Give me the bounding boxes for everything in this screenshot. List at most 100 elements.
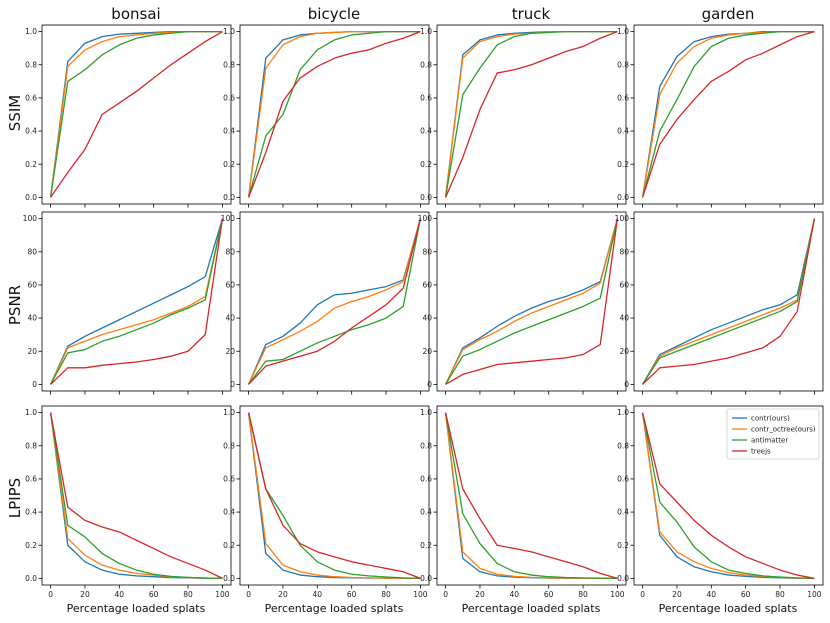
- panel-frame: [41, 24, 232, 205]
- panel-psnr-truck: 0 20 40 60 80 100: [418, 211, 627, 395]
- y-tick-label: 0.0: [617, 574, 629, 583]
- y-tick-label: 1.0: [617, 27, 629, 36]
- x-tick-label: 40: [313, 590, 323, 599]
- series-line-contr-octree-ours: [642, 218, 816, 385]
- y-tick-label: 100: [615, 214, 630, 223]
- series-line-contr-ours: [445, 218, 619, 385]
- y-tick-label: 20: [225, 347, 235, 356]
- series-line-contr-octree-ours: [445, 218, 619, 385]
- series-line-contr-octree-ours: [444, 412, 618, 580]
- y-tick-label: 0.6: [420, 475, 432, 484]
- series-line-treejs: [50, 218, 224, 385]
- y-tick-label: 0.8: [25, 60, 37, 69]
- series-line-treejs: [444, 412, 618, 579]
- series-line-contr-octree-ours: [247, 412, 421, 580]
- y-tick-label: 60: [225, 281, 235, 290]
- y-tick-label: 80: [619, 247, 629, 256]
- row-label-psnr: PSNR: [6, 285, 24, 325]
- series-line-contr-ours: [444, 412, 618, 580]
- panel-ssim-bonsai: 0.0 0.2 0.4 0.6 0.8 1.0: [25, 24, 232, 208]
- x-tick-label: 40: [115, 590, 125, 599]
- x-tick-label: 60: [544, 590, 554, 599]
- panel-frame: [633, 24, 824, 205]
- y-tick-label: 20: [27, 347, 37, 356]
- x-tick-label: 0: [246, 590, 251, 599]
- y-tick-label: 40: [225, 314, 235, 323]
- x-axis-label-garden: Percentage loaded splats: [659, 602, 798, 615]
- series-line-antimatter: [247, 30, 421, 198]
- column-title-bonsai: bonsai: [111, 5, 160, 23]
- column-title-bicycle: bicycle: [308, 5, 360, 23]
- panel-ssim-bicycle: 0.0 0.2 0.4 0.6 0.8 1.0: [223, 24, 430, 208]
- y-tick-label: 0.8: [223, 60, 235, 69]
- y-tick-label: 0.6: [223, 94, 235, 103]
- y-tick-label: 0.4: [420, 508, 432, 517]
- y-tick-label: 0.4: [25, 508, 37, 517]
- x-tick-label: 20: [475, 590, 485, 599]
- panel-frame: [41, 405, 232, 586]
- y-tick-label: 40: [619, 314, 629, 323]
- y-tick-label: 0: [427, 380, 432, 389]
- x-tick-label: 0: [640, 590, 645, 599]
- legend-label-contr-ours: contr(ours): [751, 415, 790, 423]
- y-tick-label: 0.0: [223, 193, 235, 202]
- panel-ssim-truck: 0.0 0.2 0.4 0.6 0.8 1.0: [420, 24, 627, 208]
- y-tick-label: 0.4: [223, 127, 235, 136]
- x-tick-label: 20: [672, 590, 682, 599]
- x-axis-labels: Percentage loaded splats Percentage load…: [67, 602, 798, 615]
- panel-psnr-garden: 0 20 40 60 80 100: [615, 211, 824, 395]
- panel-frame: [633, 211, 824, 392]
- x-tick-label: 100: [807, 590, 822, 599]
- row-label-lpips: LPIPS: [6, 478, 24, 518]
- series-line-contr-ours: [247, 218, 422, 385]
- series-line-antimatter: [248, 218, 422, 385]
- y-tick-label: 0.2: [617, 541, 629, 550]
- y-tick-label: 1.0: [223, 408, 235, 417]
- panel-frame: [239, 405, 430, 586]
- y-tick-label: 60: [422, 281, 432, 290]
- y-tick-label: 0.6: [25, 475, 37, 484]
- column-title-truck: truck: [512, 5, 551, 23]
- y-tick-label: 100: [221, 214, 236, 223]
- series-line-antimatter: [642, 218, 816, 385]
- y-tick-label: 100: [418, 214, 433, 223]
- series-line-treejs: [248, 218, 422, 385]
- y-tick-label: 0.4: [617, 508, 629, 517]
- x-tick-label: 100: [413, 590, 428, 599]
- y-tick-label: 0.2: [223, 541, 235, 550]
- panel-ssim-garden: 0.0 0.2 0.4 0.6 0.8 1.0: [617, 24, 824, 208]
- panel-psnr-bonsai: 0 20 40 60 80 100: [23, 211, 232, 395]
- series-line-antimatter: [641, 30, 815, 198]
- series-line-contr-ours: [444, 30, 618, 198]
- x-tick-label: 20: [278, 590, 288, 599]
- series-line-antimatter: [641, 412, 815, 580]
- panel-lpips-bicycle: 0 20 40 60 80 100 0.0 0.2 0.4 0.6 0.8 1.0: [223, 405, 430, 599]
- y-tick-label: 100: [23, 214, 38, 223]
- panels: 0.00.20.40.60.81.00.00.20.40.60.81.00.00…: [23, 24, 824, 599]
- y-tick-label: 0.2: [25, 160, 37, 169]
- y-tick-label: 1.0: [420, 408, 432, 417]
- y-tick-label: 0.8: [420, 60, 432, 69]
- y-tick-label: 0.8: [617, 441, 629, 450]
- x-tick-label: 80: [183, 590, 193, 599]
- legend-label-contr-octree-ours: contr_octree(ours): [751, 426, 816, 434]
- panel-frame: [41, 211, 232, 392]
- series-line-contr-ours: [642, 218, 816, 385]
- panel-frame: [436, 211, 627, 392]
- panel-frame: [436, 24, 627, 205]
- series-line-contr-octree-ours: [444, 30, 618, 198]
- x-axis-label-bicycle: Percentage loaded splats: [265, 602, 404, 615]
- series-line-contr-octree-ours: [247, 30, 421, 198]
- x-tick-label: 100: [215, 590, 230, 599]
- legend-label-antimatter: antimatter: [751, 437, 788, 445]
- series-line-contr-ours: [49, 218, 224, 385]
- y-tick-label: 20: [619, 347, 629, 356]
- y-tick-label: 0: [32, 380, 37, 389]
- series-line-antimatter: [49, 30, 223, 198]
- series-line-treejs: [445, 218, 619, 385]
- series-line-contr-octree-ours: [49, 30, 223, 198]
- y-tick-label: 1.0: [420, 27, 432, 36]
- series-line-treejs: [641, 31, 815, 198]
- y-tick-label: 1.0: [25, 408, 37, 417]
- series-line-treejs: [642, 218, 816, 385]
